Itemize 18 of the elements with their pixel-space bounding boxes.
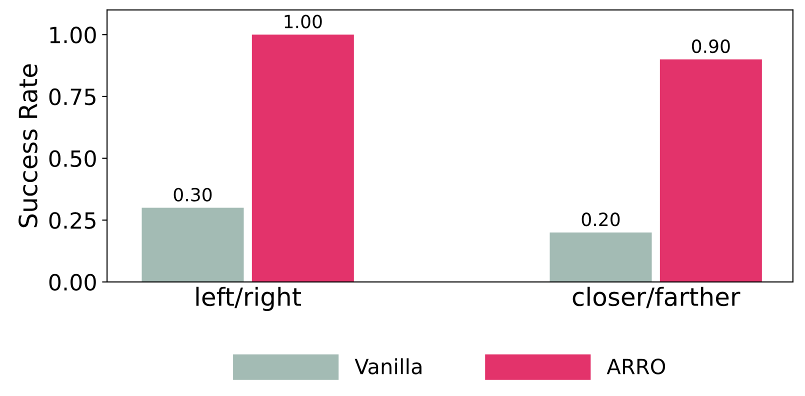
data-label: 0.90 [692,39,730,54]
bar [252,34,354,282]
y-tick-label: 0.75 [49,88,96,106]
x-tick-label: left/right [196,286,302,312]
y-tick-label: 1.00 [50,26,96,44]
y-axis-title: Success Rate [18,64,38,228]
bar [660,59,762,282]
legend-label: ARRO [606,358,666,374]
legend-label: Vanilla [354,358,422,374]
bar [142,208,244,282]
data-label: 1.00 [284,14,322,28]
data-label: 0.20 [582,212,620,226]
y-tick-label: 0.50 [49,150,96,168]
y-tick-label: 0.25 [49,212,96,229]
bar [550,232,652,282]
data-label: 0.30 [174,188,212,202]
y-tick-label: 0.00 [49,274,96,291]
x-tick-label: closer/farther [572,286,740,308]
